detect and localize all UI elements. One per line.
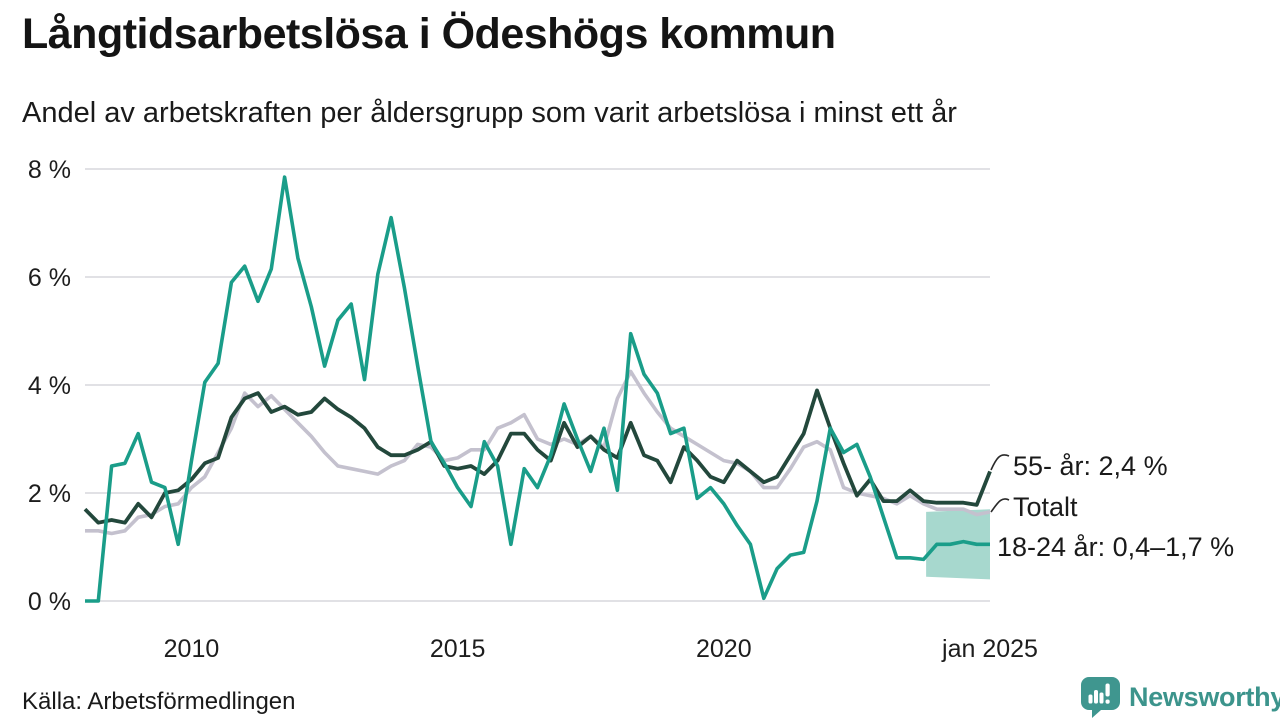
x-tick-label: 2010	[164, 635, 220, 663]
logo-text: Newsworthy	[1129, 682, 1280, 712]
series-line-18-24-r	[85, 175, 990, 603]
newsworthy-icon	[1081, 677, 1120, 718]
page-title: Långtidsarbetslösa i Ödeshögs kommun	[22, 10, 836, 58]
series-line-totalt	[85, 369, 991, 536]
y-tick-label: 4 %	[28, 372, 71, 400]
x-tick-label: 2020	[696, 635, 752, 663]
x-tick-label: jan 2025	[941, 635, 1038, 663]
series-line-55-r	[83, 388, 992, 525]
annotation-totalt: Totalt	[1013, 492, 1078, 522]
connector-55-ar	[990, 454, 1010, 471]
y-tick-label: 6 %	[28, 264, 71, 292]
annotation-55-ar: 55- år: 2,4 %	[1013, 451, 1168, 481]
annotation-18-24-ar: 18-24 år: 0,4–1,7 %	[997, 532, 1235, 562]
y-tick-label: 2 %	[28, 480, 71, 508]
newsworthy-logo: Newsworthy	[1081, 677, 1280, 718]
connector-totalt	[990, 498, 1010, 513]
y-tick-label: 8 %	[28, 156, 71, 184]
chart-subtitle: Andel av arbetskraften per åldersgrupp s…	[22, 97, 957, 129]
source-note: Källa: Arbetsförmedlingen	[22, 688, 296, 715]
y-tick-label: 0 %	[28, 588, 71, 616]
x-tick-label: 2015	[430, 635, 486, 663]
